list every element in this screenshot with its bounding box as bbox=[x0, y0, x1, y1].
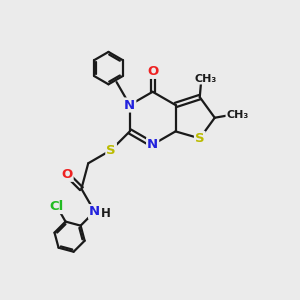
Text: N: N bbox=[147, 138, 158, 151]
Text: H: H bbox=[101, 207, 111, 220]
Text: Cl: Cl bbox=[50, 200, 64, 213]
Text: O: O bbox=[61, 168, 73, 181]
Text: N: N bbox=[124, 98, 135, 112]
Text: O: O bbox=[147, 65, 158, 78]
Text: S: S bbox=[195, 132, 205, 145]
Text: CH₃: CH₃ bbox=[195, 74, 217, 84]
Text: CH₃: CH₃ bbox=[226, 110, 249, 119]
Text: S: S bbox=[106, 144, 116, 157]
Text: N: N bbox=[89, 205, 100, 218]
